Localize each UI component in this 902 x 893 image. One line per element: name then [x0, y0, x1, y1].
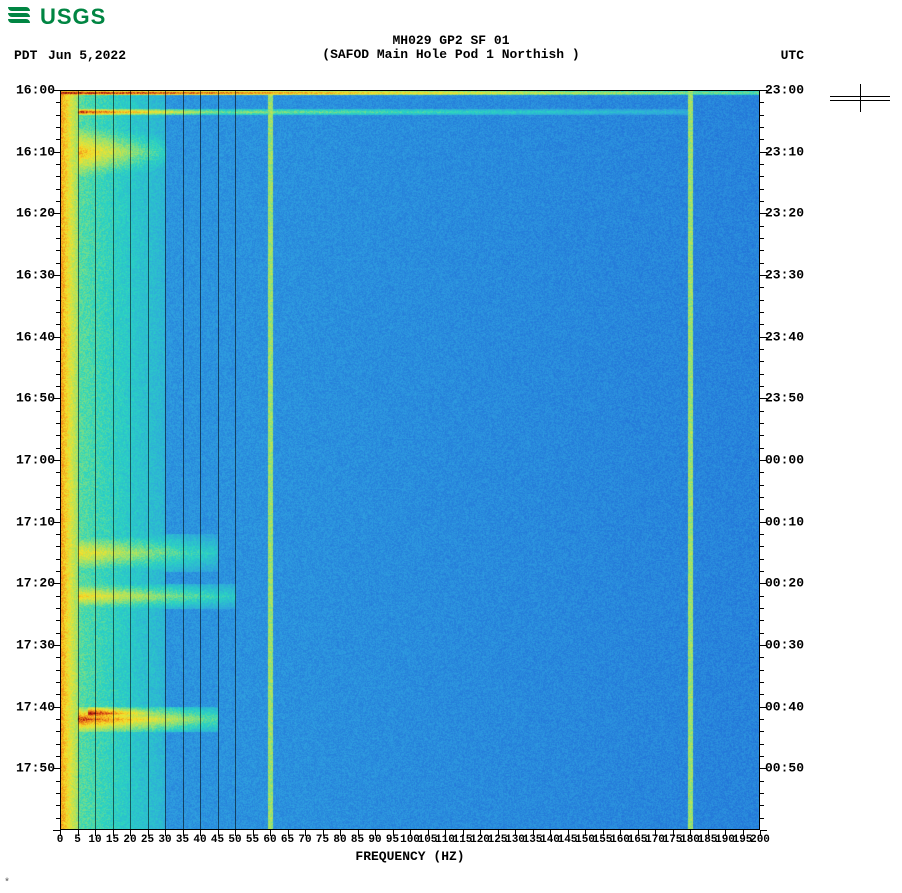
- y-axis-left-minor-ticks: [54, 90, 60, 830]
- page: USGS PDT Jun 5,2022 UTC MH029 GP2 SF 01 …: [0, 0, 902, 893]
- chart-title-line1: MH029 GP2 SF 01: [0, 34, 902, 48]
- spectrogram-plot: 16:0016:1016:2016:3016:4016:5017:0017:10…: [60, 90, 760, 830]
- usgs-logo: USGS: [8, 4, 106, 30]
- x-axis-minor-ticks: [60, 830, 760, 834]
- usgs-wave-icon: [8, 7, 36, 27]
- usgs-logo-text: USGS: [40, 4, 106, 30]
- x-axis-label: FREQUENCY (HZ): [60, 849, 760, 864]
- footer-mark: *: [4, 878, 10, 889]
- chart-title: MH029 GP2 SF 01 (SAFOD Main Hole Pod 1 N…: [0, 34, 902, 62]
- chart-title-line2: (SAFOD Main Hole Pod 1 Northish ): [0, 48, 902, 62]
- amplitude-scale-icon: [830, 92, 890, 132]
- y-axis-right-minor-ticks: [760, 90, 766, 830]
